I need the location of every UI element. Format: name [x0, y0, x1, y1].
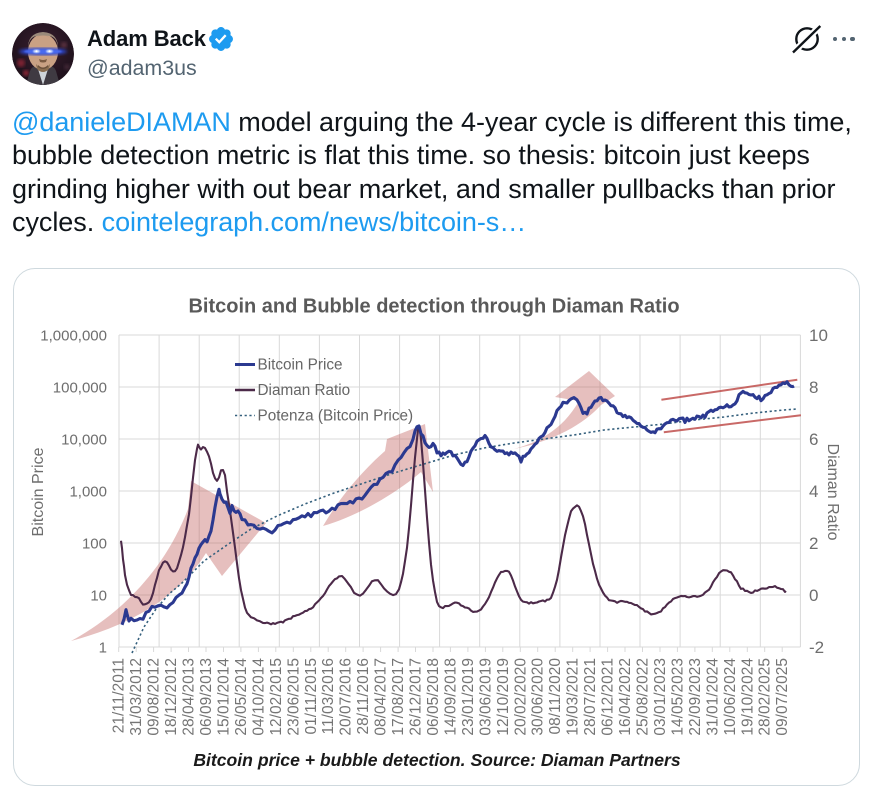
svg-text:10/06/2024: 10/06/2024 — [722, 658, 739, 736]
svg-text:26/12/2017: 26/12/2017 — [408, 658, 425, 736]
svg-text:14/05/2023: 14/05/2023 — [669, 658, 686, 736]
svg-text:06/09/2013: 06/09/2013 — [198, 658, 215, 736]
svg-text:100,000: 100,000 — [53, 380, 107, 397]
svg-text:Bitcoin price + bubble detecti: Bitcoin price + bubble detection. Source… — [193, 750, 681, 770]
svg-text:1,000,000: 1,000,000 — [40, 328, 107, 345]
svg-text:1: 1 — [99, 640, 107, 657]
svg-text:28/11/2016: 28/11/2016 — [355, 658, 372, 734]
svg-text:14/09/2018: 14/09/2018 — [442, 658, 459, 736]
svg-text:Bitcoin Price: Bitcoin Price — [258, 357, 343, 374]
svg-text:Diaman Ratio: Diaman Ratio — [824, 444, 841, 541]
svg-text:04/10/2014: 04/10/2014 — [250, 658, 267, 736]
svg-text:Bitcoin and Bubble detection t: Bitcoin and Bubble detection through Dia… — [188, 296, 679, 318]
svg-text:6: 6 — [809, 430, 818, 449]
svg-text:Bitcoin Price: Bitcoin Price — [30, 447, 47, 536]
svg-text:23/06/2015: 23/06/2015 — [285, 658, 302, 736]
svg-text:Diaman Ratio: Diaman Ratio — [258, 382, 351, 399]
svg-text:20/02/2020: 20/02/2020 — [512, 658, 529, 736]
svg-text:10: 10 — [809, 326, 828, 345]
svg-text:19/10/2024: 19/10/2024 — [739, 658, 756, 736]
svg-text:30/06/2020: 30/06/2020 — [530, 658, 547, 736]
svg-text:19/03/2021: 19/03/2021 — [565, 658, 582, 736]
svg-text:06/12/2021: 06/12/2021 — [600, 658, 617, 736]
svg-text:31/01/2024: 31/01/2024 — [704, 658, 721, 736]
svg-text:21/11/2011: 21/11/2011 — [111, 658, 128, 733]
svg-text:2: 2 — [809, 534, 818, 553]
svg-text:17/08/2017: 17/08/2017 — [390, 658, 407, 736]
svg-text:8: 8 — [809, 378, 818, 397]
svg-text:28/04/2013: 28/04/2013 — [181, 658, 198, 736]
svg-text:03/06/2019: 03/06/2019 — [477, 658, 494, 736]
svg-text:100: 100 — [82, 536, 107, 553]
svg-text:Potenza (Bitcoin Price): Potenza (Bitcoin Price) — [258, 408, 414, 425]
svg-text:26/05/2014: 26/05/2014 — [233, 658, 250, 736]
svg-text:06/05/2018: 06/05/2018 — [425, 658, 442, 736]
svg-text:28/02/2025: 28/02/2025 — [757, 658, 774, 736]
svg-text:10: 10 — [90, 588, 107, 605]
svg-text:28/07/2021: 28/07/2021 — [582, 658, 599, 736]
svg-text:15/01/2014: 15/01/2014 — [216, 658, 233, 736]
svg-text:08/04/2017: 08/04/2017 — [373, 658, 390, 736]
svg-text:09/07/2025: 09/07/2025 — [774, 658, 791, 736]
svg-text:22/09/2023: 22/09/2023 — [687, 658, 704, 736]
svg-text:12/10/2019: 12/10/2019 — [495, 658, 512, 736]
svg-text:23/01/2019: 23/01/2019 — [460, 658, 477, 736]
svg-text:25/08/2022: 25/08/2022 — [635, 658, 652, 736]
svg-text:1,000: 1,000 — [69, 484, 107, 501]
svg-text:01/11/2015: 01/11/2015 — [303, 658, 320, 734]
svg-text:08/11/2020: 08/11/2020 — [547, 658, 564, 735]
svg-text:03/01/2023: 03/01/2023 — [652, 658, 669, 736]
svg-text:31/03/2012: 31/03/2012 — [128, 658, 145, 736]
svg-text:4: 4 — [809, 482, 818, 501]
svg-text:10,000: 10,000 — [61, 432, 107, 449]
svg-text:16/04/2022: 16/04/2022 — [617, 658, 634, 736]
svg-text:11/03/2016: 11/03/2016 — [320, 658, 337, 734]
svg-text:12/02/2015: 12/02/2015 — [268, 658, 285, 736]
svg-text:-2: -2 — [809, 638, 824, 657]
svg-text:18/12/2012: 18/12/2012 — [163, 658, 180, 736]
svg-text:0: 0 — [809, 586, 818, 605]
svg-text:09/08/2012: 09/08/2012 — [146, 658, 163, 736]
svg-text:20/07/2016: 20/07/2016 — [338, 658, 355, 736]
